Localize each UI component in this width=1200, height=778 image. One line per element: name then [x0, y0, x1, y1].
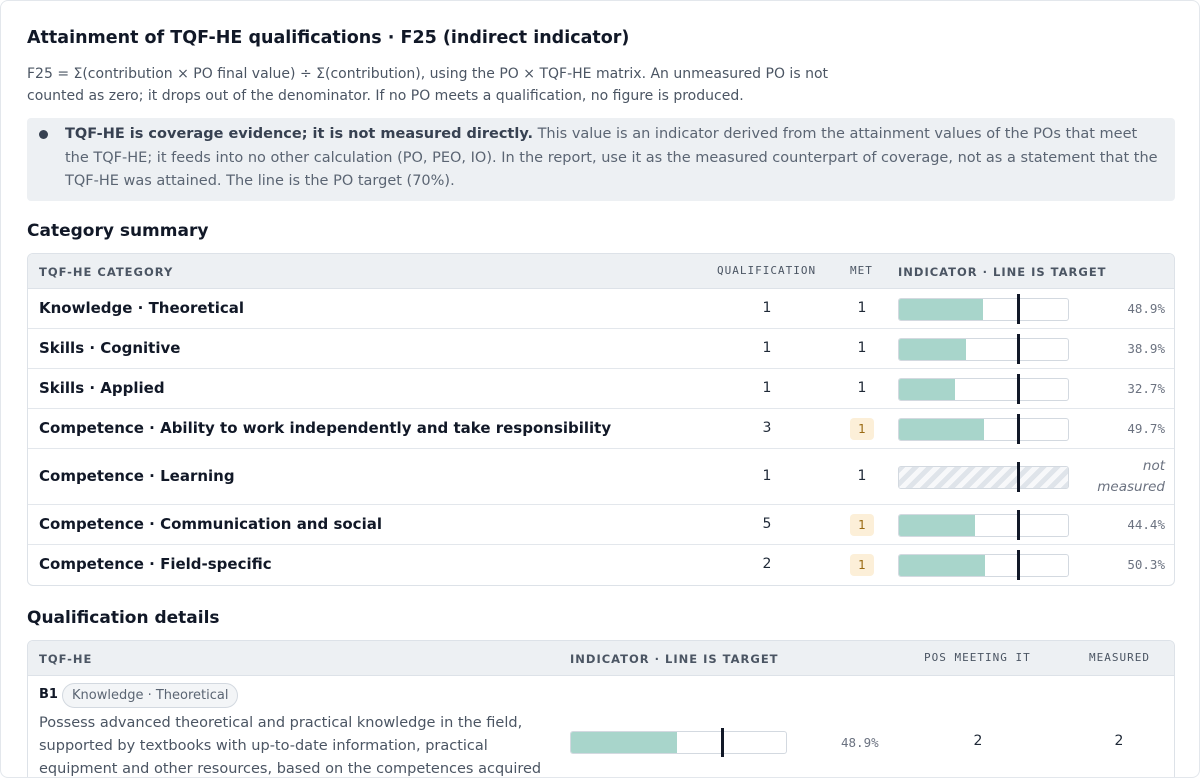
target-line — [1016, 334, 1020, 364]
table-row: B1 Knowledge · Theoretical Possess advan… — [28, 676, 1174, 777]
category-name: Competence · Communication and social — [39, 515, 382, 533]
indicator-bar — [898, 337, 1069, 361]
not-measured-label: not measured — [1097, 458, 1165, 495]
info-note-text: TQF-HE is coverage evidence; it is not m… — [65, 123, 1161, 194]
qualification-count: 1 — [762, 340, 772, 356]
met-badge: 1 — [850, 514, 874, 536]
table-row: Competence · Field-specific 2 1 50.3% — [28, 545, 1174, 585]
header-qualification: QUALIFICATION — [717, 264, 817, 277]
header-indicator: INDICATOR · LINE IS TARGET — [898, 265, 1107, 279]
info-note-bold: TQF-HE is coverage evidence; it is not m… — [65, 126, 533, 142]
qualification-count: 3 — [762, 420, 772, 436]
table-row: Competence · Ability to work independent… — [28, 409, 1174, 449]
header-pos-meeting: POS MEETING IT — [924, 651, 1031, 664]
met-count: 1 — [857, 340, 867, 356]
qualification-count: 5 — [762, 516, 772, 532]
indicator-fill — [899, 418, 984, 440]
qualification-count: 1 — [762, 300, 772, 316]
target-line — [1016, 510, 1020, 540]
indicator-value: 38.9% — [1127, 341, 1165, 356]
table-row: Competence · Learning 1 1 not measured — [28, 449, 1174, 505]
target-line — [1016, 374, 1020, 404]
indicator-bar — [898, 465, 1069, 489]
header-met: MET — [850, 264, 873, 277]
qualification-code: B1 — [39, 687, 58, 702]
met-count: 1 — [857, 300, 867, 316]
qualification-count: 2 — [762, 556, 772, 572]
indicator-fill — [899, 338, 966, 360]
header-category: TQF-HE CATEGORY — [39, 265, 174, 279]
indicator-fill — [899, 378, 955, 400]
target-line — [1016, 294, 1020, 324]
table-row: Competence · Communication and social 5 1 4… — [28, 505, 1174, 545]
category-name: Competence · Ability to work independent… — [39, 419, 612, 437]
indicator-bar — [570, 731, 787, 754]
category-summary-table: TQF-HE CATEGORY QUALIFICATION MET INDICA… — [27, 253, 1175, 586]
indicator-value: 32.7% — [1127, 381, 1165, 396]
table-header: TQF-HE CATEGORY QUALIFICATION MET INDICA… — [28, 254, 1174, 289]
target-line — [720, 728, 724, 757]
indicator-bar — [898, 513, 1069, 537]
category-name: Skills · Cognitive — [39, 339, 181, 357]
target-line — [1016, 414, 1020, 444]
category-name: Competence · Learning — [39, 467, 235, 485]
table-row: Knowledge · Theoretical 1 1 48.9% — [28, 289, 1174, 329]
category-name: Competence · Field-specific — [39, 555, 272, 573]
indicator-value: 48.9% — [1127, 301, 1165, 316]
category-chip: Knowledge · Theoretical — [62, 683, 239, 708]
target-line — [1016, 550, 1020, 580]
indicator-fill — [899, 298, 983, 320]
header-indicator: INDICATOR · LINE IS TARGET — [570, 652, 779, 666]
qualification-count: 1 — [762, 380, 772, 396]
indicator-bar — [898, 377, 1069, 401]
indicator-bar — [898, 553, 1069, 577]
measured-value: 2 — [1114, 733, 1124, 749]
pos-meeting-value: 2 — [973, 733, 983, 749]
qualification-text: Possess advanced theoretical and practic… — [39, 715, 542, 777]
qualification-count: 1 — [762, 468, 772, 484]
indicator-bar — [898, 297, 1069, 321]
table-header: TQF-HE INDICATOR · LINE IS TARGET POS ME… — [28, 641, 1174, 676]
not-measured-hatch — [899, 466, 1068, 488]
bullet-icon — [39, 130, 48, 139]
indicator-fill — [899, 514, 975, 536]
info-note: TQF-HE is coverage evidence; it is not m… — [27, 118, 1175, 201]
page-title: Attainment of TQF-HE qualifications · F2… — [27, 28, 630, 48]
category-name: Knowledge · Theoretical — [39, 299, 244, 317]
indicator-fill — [571, 732, 678, 753]
header-measured: MEASURED — [1089, 651, 1150, 664]
indicator-fill — [899, 554, 985, 576]
header-tqf: TQF-HE — [39, 652, 93, 666]
qualification-details-table: TQF-HE INDICATOR · LINE IS TARGET POS ME… — [27, 640, 1175, 777]
category-summary-heading: Category summary — [27, 221, 209, 241]
info-note-body: This value is an indicator derived from … — [65, 126, 1158, 189]
table-row: Skills · Applied 1 1 32.7% — [28, 369, 1174, 409]
category-name: Skills · Applied — [39, 379, 165, 397]
met-badge: 1 — [850, 418, 874, 440]
table-row: Skills · Cognitive 1 1 38.9% — [28, 329, 1174, 369]
indicator-value: 49.7% — [1127, 421, 1165, 436]
indicator-value: 44.4% — [1127, 517, 1165, 532]
qualification-details-heading: Qualification details — [27, 608, 220, 628]
indicator-value: 50.3% — [1127, 557, 1165, 572]
met-count: 1 — [857, 380, 867, 396]
met-badge: 1 — [850, 554, 874, 576]
indicator-value: 48.9% — [841, 735, 879, 750]
target-line — [1016, 462, 1020, 492]
met-count: 1 — [857, 468, 867, 484]
indicator-bar — [898, 417, 1069, 441]
formula-description: F25 = Σ(contribution × PO final value) ÷… — [27, 66, 828, 104]
